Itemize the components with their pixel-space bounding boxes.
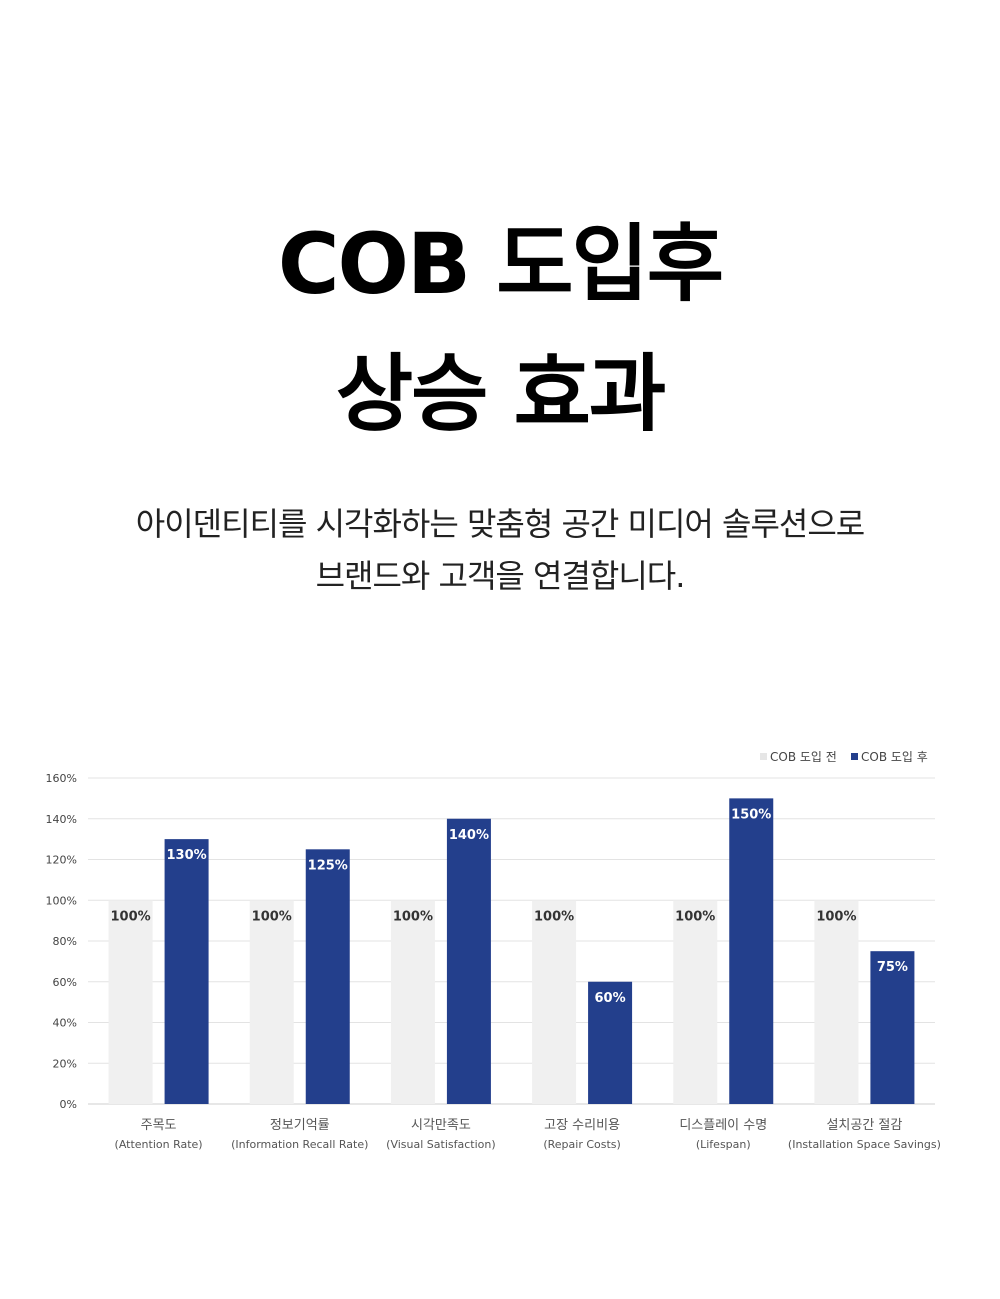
x-tick-label: 주목도 [141,1118,177,1133]
x-tick-label: 고장 수리비용 [544,1118,620,1133]
x-tick-sublabel: (Repair Costs) [543,1138,620,1151]
bar-before [673,900,718,1104]
bar-before [390,900,435,1104]
y-tick-label: 40% [53,1017,77,1030]
x-tick-sublabel: (Information Recall Rate) [231,1138,368,1151]
x-tick-label: 디스플레이 수명 [679,1118,767,1133]
y-tick-label: 80% [53,935,77,948]
x-tick-label: 설치공간 절감 [826,1118,902,1133]
x-tick-label: 정보기억률 [270,1118,330,1133]
bar-value-label: 100% [675,909,715,924]
bar-before [108,900,153,1104]
bar-value-label: 100% [534,909,574,924]
chart-grid [88,777,935,1105]
x-tick-sublabel: (Installation Space Savings) [788,1138,941,1151]
bar-before [532,900,577,1104]
page-title-line2: 상승 효과 [335,345,666,443]
bar-value-label: 100% [110,909,150,924]
bar-after [729,798,774,1104]
x-tick-sublabel: (Attention Rate) [115,1138,203,1151]
bar-chart: 0%20%40%60%80%100%120%140%160% 100%130%1… [46,750,941,1151]
y-tick-label: 160% [46,772,77,785]
legend-swatch-after [851,753,858,760]
x-axis-labels: 주목도 (Attention Rate) 정보기억률 (Information Rec… [115,1118,941,1151]
bar-data-labels: 100% 130% 100% 125% 100% 140% 100% 60% 100% 150% 1… [110,807,907,1005]
x-tick-label: 시각만족도 [411,1118,471,1133]
bar-after [305,849,350,1104]
legend-label-before: COB 도입 전 [770,750,837,764]
legend-swatch-before [760,753,767,760]
bar-value-label: 100% [393,909,433,924]
bar-after [446,818,491,1104]
chart-legend: COB 도입 전 COB 도입 후 [760,750,928,764]
bar-value-label: 150% [731,807,771,822]
legend-label-after: COB 도입 후 [861,750,928,764]
y-tick-label: 60% [53,976,77,989]
bar-before [249,900,294,1104]
bar-value-label: 100% [816,909,856,924]
bar-value-label: 130% [166,848,206,863]
bar-value-label: 75% [877,960,908,975]
chart-bars [108,798,915,1104]
y-tick-label: 0% [60,1098,77,1111]
bar-value-label: 60% [595,991,626,1006]
y-tick-label: 120% [46,854,77,867]
y-tick-label: 20% [53,1057,77,1070]
bar-value-label: 125% [308,858,348,873]
y-tick-label: 100% [46,894,77,907]
bar-after [588,981,633,1104]
y-tick-label: 140% [46,813,77,826]
bar-value-label: 100% [252,909,292,924]
y-axis-ticks: 0% 20% 40% 60% 80% 100% 120% 140% 160% [46,772,77,1111]
page-title-line1: COB 도입후 [277,215,724,313]
bar-after [870,951,915,1104]
bar-after [164,839,209,1104]
page-subtitle-line2: 브랜드와 고객을 연결합니다. [315,557,686,595]
bar-value-label: 140% [449,828,489,843]
x-tick-sublabel: (Visual Satisfaction) [386,1138,495,1151]
page-subtitle-line1: 아이덴티티를 시각화하는 맞춤형 공간 미디어 솔루션으로 [135,505,865,543]
x-tick-sublabel: (Lifespan) [696,1138,751,1151]
bar-before [814,900,859,1104]
